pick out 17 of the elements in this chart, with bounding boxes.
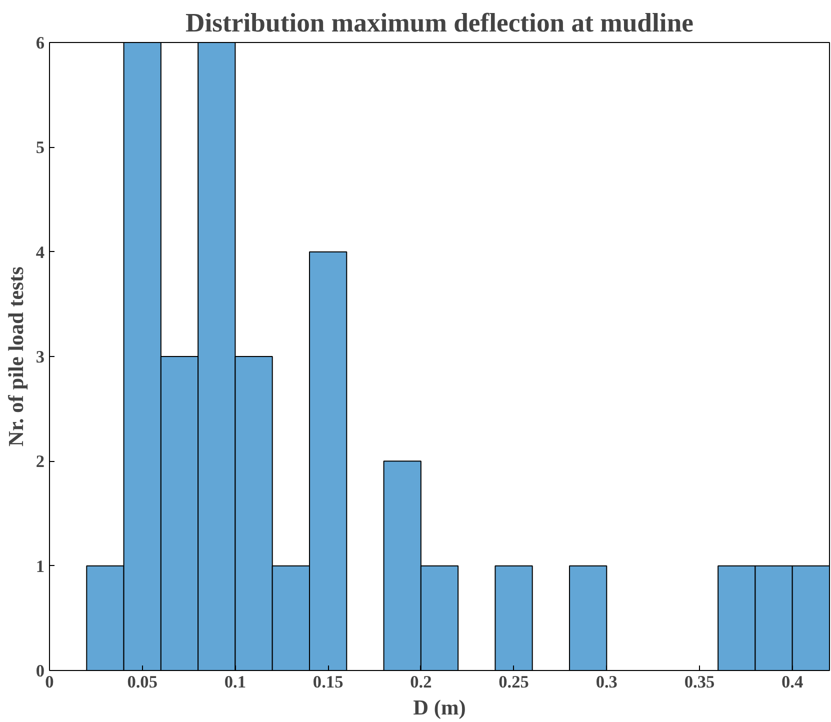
x-tick-label: 0.15 (312, 672, 344, 692)
y-tick-label: 2 (36, 452, 45, 472)
y-tick-label: 6 (36, 34, 45, 52)
x-tick-label: 0.4 (782, 672, 804, 692)
y-tick-label: 5 (36, 138, 45, 158)
y-tick-label: 4 (36, 242, 45, 262)
x-tick-label: 0.35 (684, 672, 715, 692)
x-tick-label: 0.1 (224, 672, 246, 692)
y-tick-label: 1 (36, 556, 45, 576)
chart-title: Distribution maximum deflection at mudline (186, 8, 694, 38)
x-tick-label: 0.3 (596, 672, 618, 692)
y-tick-label: 3 (36, 348, 45, 366)
x-tick-label: 0.25 (498, 672, 530, 692)
x-tick-label: 0.2 (410, 672, 432, 692)
y-axis-title: Nr. of pile load tests (4, 266, 28, 446)
x-axis-title: D (m) (413, 696, 466, 720)
x-tick-label: 0.05 (127, 672, 158, 692)
